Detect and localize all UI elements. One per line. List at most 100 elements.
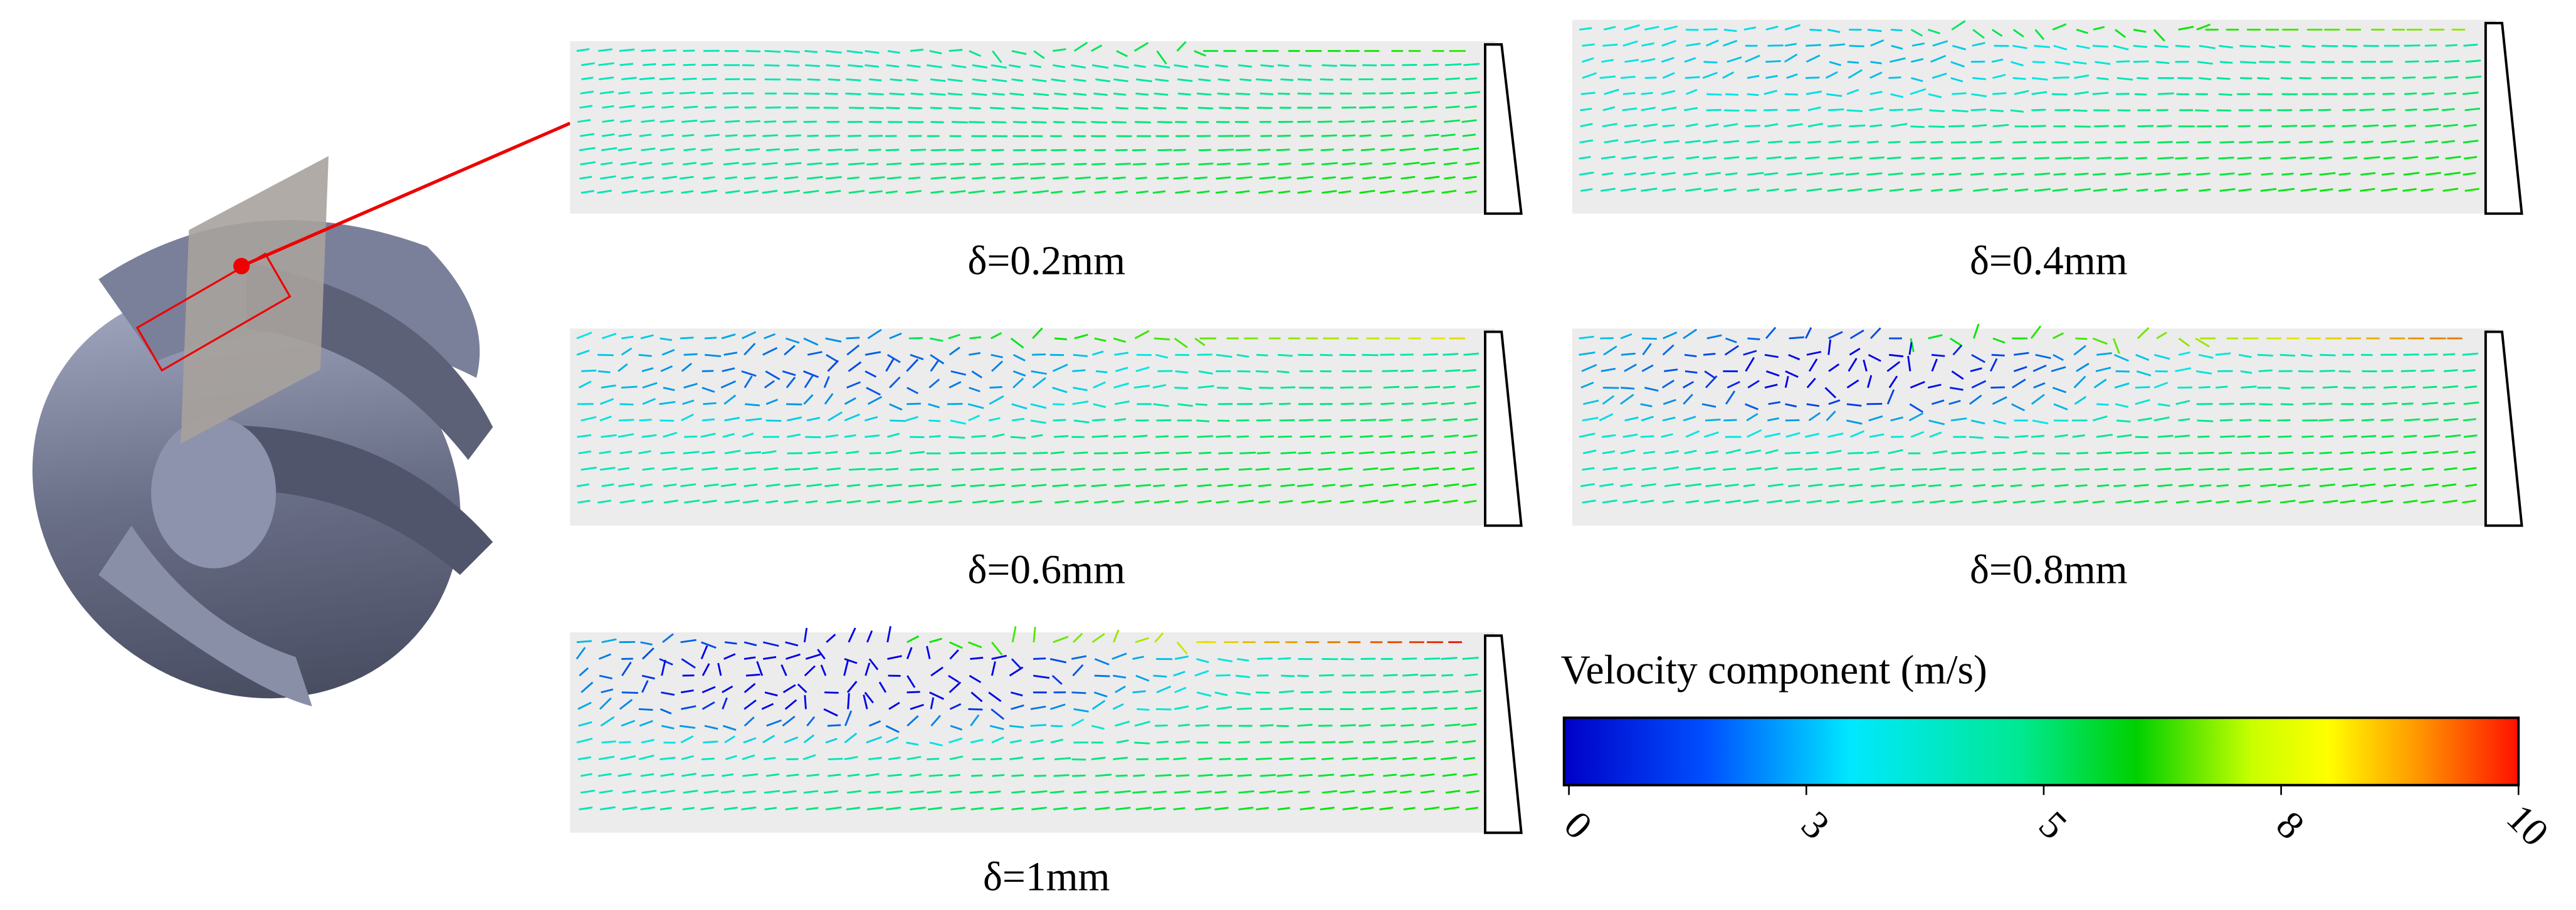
flow-arrow xyxy=(1276,773,1293,777)
flow-arrow xyxy=(1910,88,1927,95)
flow-arrow xyxy=(1238,484,1252,488)
flow-arrow xyxy=(1198,78,1211,82)
flow-arrow xyxy=(683,105,698,109)
flow-arrow xyxy=(2075,484,2088,488)
flow-arrow xyxy=(804,92,820,95)
flow-arrow xyxy=(1421,190,1435,194)
flow-arrow xyxy=(1890,416,1904,422)
flow-arrow xyxy=(2195,109,2209,112)
flow-arrow xyxy=(908,499,922,504)
flow-arrow xyxy=(1686,155,1700,160)
flow-arrow xyxy=(2135,157,2148,160)
flow-arrow xyxy=(1050,738,1064,744)
flow-arrow xyxy=(2175,157,2188,160)
flow-arrow xyxy=(1320,148,1334,152)
flow-arrow xyxy=(2237,468,2254,471)
flow-arrow xyxy=(1443,467,1455,471)
flow-arrow xyxy=(1847,499,1863,504)
flow-arrow xyxy=(1380,148,1395,152)
flow-arrow xyxy=(1599,75,1616,79)
flow-arrow xyxy=(2135,399,2150,405)
flow-arrow xyxy=(2178,26,2194,31)
flow-arrow xyxy=(1743,483,1755,488)
flow-arrow xyxy=(1380,451,1396,454)
flow-arrow xyxy=(1173,671,1185,677)
flow-arrow xyxy=(2301,44,2316,48)
flow-arrow xyxy=(1095,790,1109,794)
flow-arrow xyxy=(1340,499,1354,504)
flow-arrow xyxy=(1217,78,1231,81)
flow-arrow xyxy=(2465,60,2481,63)
flow-arrow xyxy=(1156,419,1172,422)
flow-arrow xyxy=(1972,41,1985,47)
flow-arrow xyxy=(1383,790,1397,794)
flow-arrow xyxy=(1257,451,1271,454)
flow-arrow xyxy=(1322,176,1336,180)
flow-arrow xyxy=(1950,484,1962,488)
flow-arrow xyxy=(1379,499,1394,504)
flow-arrow xyxy=(1301,162,1315,165)
flow-arrow xyxy=(951,484,966,488)
flow-arrow xyxy=(988,790,1001,794)
flow-arrow xyxy=(682,399,695,405)
flow-arrow xyxy=(1217,92,1230,96)
flow-arrow xyxy=(1338,740,1354,744)
flow-arrow xyxy=(1601,187,1616,192)
flow-arrow xyxy=(784,148,799,152)
flow-arrow xyxy=(2031,499,2046,504)
flow-arrow xyxy=(1826,93,1843,97)
colorbar-tick-label: 10 xyxy=(2498,796,2557,855)
flow-arrow xyxy=(680,735,694,744)
flow-arrow xyxy=(826,806,842,810)
flow-arrow xyxy=(1705,450,1719,454)
flow-arrow xyxy=(2340,451,2354,454)
flow-arrow xyxy=(1908,412,1924,422)
flow-arrow xyxy=(2175,468,2192,471)
flow-arrow xyxy=(1420,674,1436,677)
flow-arrow xyxy=(1031,484,1047,488)
flow-arrow xyxy=(825,92,838,95)
flow-arrow xyxy=(1031,121,1047,123)
flow-arrow xyxy=(702,418,715,422)
flow-arrow xyxy=(1685,187,1701,192)
flow-arrow xyxy=(621,335,634,340)
flow-arrow xyxy=(2012,44,2027,50)
flow-arrow xyxy=(1011,704,1024,710)
flow-arrow xyxy=(1441,657,1458,660)
flow-arrow xyxy=(1277,64,1290,67)
flow-arrow xyxy=(1219,758,1231,760)
flow-arrow xyxy=(1581,363,1597,372)
flow-arrow xyxy=(1952,92,1967,95)
flow-arrow xyxy=(601,333,617,340)
flow-arrow xyxy=(660,773,675,777)
flow-arrow xyxy=(784,468,800,471)
flow-arrow xyxy=(1768,401,1781,405)
flow-arrow xyxy=(1071,64,1086,69)
flow-arrow xyxy=(577,499,591,504)
flow-arrow xyxy=(681,119,698,123)
flow-arrow xyxy=(1134,468,1147,471)
flow-arrow xyxy=(2199,484,2212,488)
flow-arrow xyxy=(683,451,700,454)
flow-arrow xyxy=(741,370,757,377)
flow-arrow xyxy=(702,78,717,81)
flow-arrow xyxy=(1765,75,1778,79)
flow-arrow xyxy=(2073,61,2087,65)
flow-arrow xyxy=(1992,123,2009,128)
flow-arrow xyxy=(783,189,800,194)
flow-arrow xyxy=(1195,403,1207,406)
flow-arrow xyxy=(991,661,996,676)
flow-arrow xyxy=(620,119,632,123)
flow-arrow xyxy=(1601,367,1616,372)
flow-arrow xyxy=(1908,342,1913,355)
flow-arrow xyxy=(581,190,594,194)
flow-arrow xyxy=(2095,141,2107,144)
flow-arrow xyxy=(2115,141,2127,144)
flow-arrow xyxy=(2218,451,2232,454)
flow-arrow xyxy=(1907,108,1923,112)
flow-arrow xyxy=(1404,740,1420,744)
flow-arrow xyxy=(844,434,856,438)
impeller-blade xyxy=(98,525,312,706)
flow-arrow xyxy=(1992,73,2006,79)
